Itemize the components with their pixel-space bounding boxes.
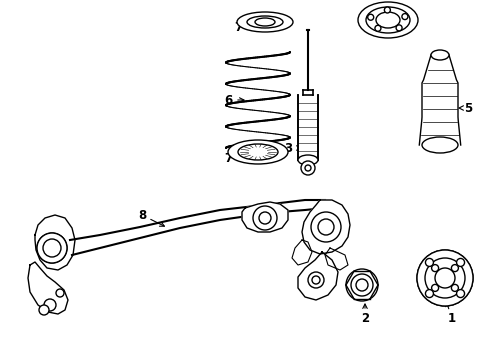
Circle shape: [311, 212, 341, 242]
Polygon shape: [421, 260, 470, 302]
Polygon shape: [325, 248, 348, 270]
Circle shape: [318, 219, 334, 235]
Polygon shape: [302, 200, 350, 254]
Ellipse shape: [238, 144, 278, 160]
Circle shape: [425, 258, 434, 266]
Ellipse shape: [228, 140, 288, 164]
Circle shape: [351, 274, 373, 296]
Circle shape: [457, 289, 465, 298]
Circle shape: [253, 206, 277, 230]
Circle shape: [43, 239, 61, 257]
Circle shape: [375, 25, 381, 31]
Circle shape: [37, 233, 67, 263]
Text: 7: 7: [234, 21, 242, 33]
Circle shape: [44, 299, 56, 311]
Polygon shape: [298, 252, 338, 300]
Circle shape: [305, 165, 311, 171]
Circle shape: [301, 161, 315, 175]
Circle shape: [432, 265, 439, 271]
Ellipse shape: [247, 16, 283, 28]
Text: 3: 3: [284, 141, 292, 154]
Polygon shape: [70, 200, 325, 255]
Polygon shape: [28, 262, 68, 314]
Text: 7: 7: [224, 152, 232, 165]
Circle shape: [396, 25, 402, 31]
Circle shape: [451, 265, 459, 271]
Circle shape: [417, 250, 473, 306]
Ellipse shape: [358, 2, 418, 38]
Text: 5: 5: [464, 102, 472, 114]
Circle shape: [402, 14, 408, 19]
Circle shape: [435, 268, 455, 288]
Circle shape: [259, 212, 271, 224]
Polygon shape: [242, 202, 288, 232]
Ellipse shape: [255, 18, 275, 26]
Circle shape: [368, 14, 374, 20]
Circle shape: [56, 289, 64, 297]
Text: 1: 1: [448, 311, 456, 324]
Circle shape: [356, 279, 368, 291]
Text: 6: 6: [224, 94, 232, 107]
Circle shape: [451, 284, 459, 291]
Ellipse shape: [376, 12, 400, 28]
Circle shape: [43, 239, 61, 257]
Circle shape: [425, 289, 434, 298]
Text: 2: 2: [361, 311, 369, 324]
Circle shape: [427, 260, 463, 296]
Text: 4: 4: [384, 5, 392, 18]
Circle shape: [425, 258, 465, 298]
Polygon shape: [298, 95, 318, 160]
Circle shape: [432, 284, 439, 291]
Polygon shape: [419, 55, 461, 145]
Ellipse shape: [366, 7, 410, 33]
Circle shape: [39, 305, 49, 315]
Circle shape: [437, 270, 453, 286]
Ellipse shape: [431, 50, 449, 60]
Ellipse shape: [298, 155, 318, 165]
Text: 8: 8: [138, 208, 146, 221]
Circle shape: [308, 272, 324, 288]
Polygon shape: [292, 240, 312, 265]
Circle shape: [457, 258, 465, 266]
Polygon shape: [35, 215, 75, 270]
Circle shape: [384, 7, 391, 13]
Circle shape: [37, 233, 67, 263]
Ellipse shape: [237, 12, 293, 32]
Circle shape: [417, 250, 473, 306]
Circle shape: [346, 269, 378, 301]
Ellipse shape: [422, 137, 458, 153]
Circle shape: [312, 276, 320, 284]
